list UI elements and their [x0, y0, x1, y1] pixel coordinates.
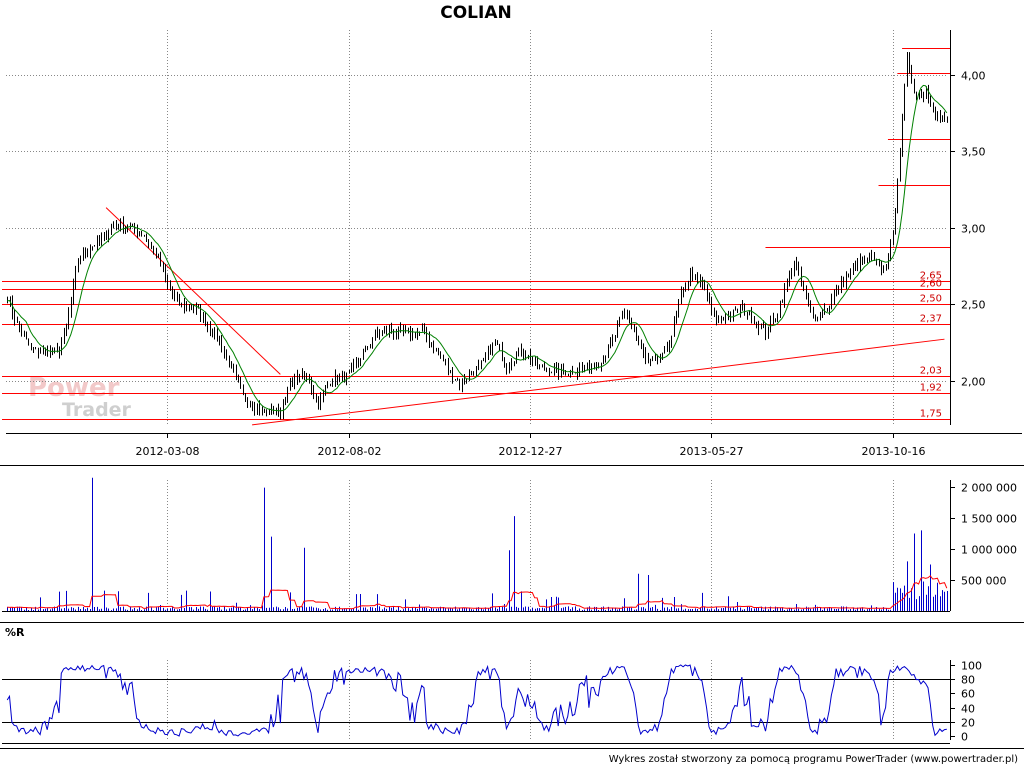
price-candles	[7, 51, 948, 420]
x-tick-label: 2013-05-27	[680, 445, 744, 458]
y-tick-label: 4,00	[961, 70, 986, 83]
trendline	[252, 338, 945, 426]
support-resistance-levels: 2,652,60 2,50 2,37 2,03 1,92 1,75	[2, 48, 950, 420]
grid-lines	[6, 30, 948, 740]
level-label: 2,65	[920, 271, 942, 282]
williams-r-tick-label: 20	[961, 717, 975, 730]
williams-r-line	[6, 664, 947, 737]
watermark-word-power: Power	[28, 373, 120, 403]
powertrader-watermark: Power Trader	[28, 373, 132, 421]
volume-average-line	[7, 575, 948, 610]
footer-credit: Wykres został stworzony za pomocą progra…	[609, 754, 1018, 765]
axis-labels: 2012-03-08 2012-08-02 2012-12-27 2013-05-27…	[136, 70, 1017, 744]
axes	[0, 30, 1024, 749]
level-label: 2,37	[920, 314, 942, 325]
level-label: 1,75	[920, 409, 942, 420]
level-label: 2,03	[920, 366, 942, 377]
williams-r-tick-label: 40	[961, 703, 975, 716]
level-label: 2,60	[920, 279, 942, 290]
volume-tick-label: 500 000	[961, 575, 1007, 588]
williams-r-tick-label: 80	[961, 674, 975, 687]
watermark-word-trader: Trader	[62, 399, 132, 421]
y-tick-label: 3,50	[961, 146, 986, 159]
x-tick-label: 2012-08-02	[318, 445, 382, 458]
trendline	[105, 207, 281, 375]
volume-tick-label: 1 500 000	[961, 513, 1017, 526]
volume-tick-label: 1 000 000	[961, 544, 1017, 557]
level-label: 1,92	[920, 383, 942, 394]
x-tick-label: 2012-03-08	[136, 445, 200, 458]
y-tick-label: 2,50	[961, 299, 986, 312]
williams-r-panel-label: %R	[5, 626, 25, 639]
y-tick-label: 3,00	[961, 223, 986, 236]
williams-r-tick-label: 100	[961, 660, 982, 673]
chart-title: COLIAN	[440, 3, 511, 23]
y-tick-label: 2,00	[961, 376, 986, 389]
williams-r-tick-label: 0	[961, 731, 968, 744]
x-tick-label: 2012-12-27	[499, 445, 563, 458]
trendlines	[105, 207, 945, 426]
level-label: 2,50	[920, 294, 942, 305]
williams-r-tick-label: 60	[961, 688, 975, 701]
volume-tick-label: 2 000 000	[961, 482, 1017, 495]
moving-average-line	[7, 84, 948, 412]
x-tick-label: 2013-10-16	[862, 445, 926, 458]
